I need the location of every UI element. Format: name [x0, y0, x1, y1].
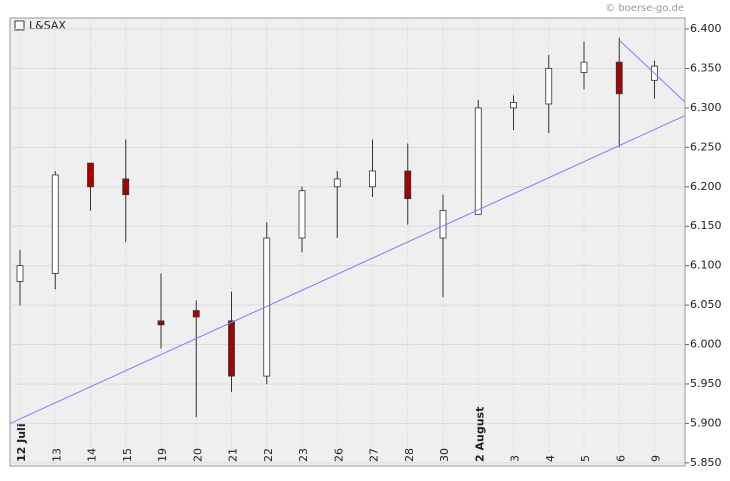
- y-tick-label: 6.200: [690, 180, 722, 193]
- x-tick-label: 21: [227, 448, 240, 462]
- x-tick-label: 15: [121, 448, 134, 462]
- candle-body: [192, 310, 200, 318]
- watermark: © boerse-go.de: [605, 3, 684, 14]
- x-tick-label: 2 August: [473, 407, 486, 462]
- y-tick-label: 6.100: [690, 259, 722, 272]
- candle-body: [16, 265, 24, 282]
- candle-body: [580, 61, 588, 73]
- candle-body: [510, 101, 517, 109]
- x-tick-label: 27: [368, 448, 381, 462]
- x-tick-label: 30: [438, 448, 451, 462]
- x-tick-label: 28: [403, 448, 416, 462]
- y-tick-label: 5.950: [690, 377, 722, 390]
- candle-body: [615, 61, 623, 95]
- x-tick-label: 20: [191, 448, 204, 462]
- x-tick-label: 3: [509, 455, 522, 462]
- candle-body: [157, 320, 165, 326]
- y-tick-label: 6.150: [690, 219, 722, 232]
- y-tick-label: 6.000: [690, 338, 722, 351]
- x-tick-label: 6: [614, 455, 627, 462]
- x-tick-label: 13: [50, 448, 63, 462]
- trendline: [618, 39, 685, 102]
- y-tick-label: 6.400: [690, 22, 722, 35]
- candle-body: [404, 170, 412, 200]
- candle-body: [439, 210, 447, 239]
- x-tick-label: 23: [297, 448, 310, 462]
- y-tick-label: 6.300: [690, 101, 722, 114]
- candle-body: [122, 178, 130, 196]
- candle-body: [333, 178, 341, 188]
- candle-body: [87, 162, 94, 188]
- candle-body: [298, 190, 306, 239]
- candle-body: [545, 68, 553, 105]
- candle-body: [228, 320, 235, 377]
- x-tick-label: 5: [579, 455, 592, 462]
- x-tick-label: 22: [262, 448, 275, 462]
- y-tick-label: 6.350: [690, 61, 722, 74]
- x-tick-label: 14: [86, 448, 99, 462]
- y-tick-label: 6.250: [690, 140, 722, 153]
- plot-area: [9, 17, 686, 467]
- candle-body: [51, 174, 59, 274]
- y-tick-label: 6.050: [690, 298, 722, 311]
- legend-label: L&SAX: [29, 19, 66, 32]
- y-tick-label: 5.900: [690, 416, 722, 429]
- x-tick-label: 12 Juli: [15, 423, 28, 462]
- x-tick-label: 9: [650, 455, 663, 462]
- x-tick-label: 19: [156, 448, 169, 462]
- candle-body: [369, 170, 376, 188]
- y-tick-label: 5.850: [690, 456, 722, 469]
- candle-body: [263, 237, 271, 377]
- x-tick-label: 26: [332, 448, 345, 462]
- candle-body: [474, 107, 482, 215]
- x-tick-label: 4: [544, 455, 557, 462]
- trendline: [9, 115, 685, 424]
